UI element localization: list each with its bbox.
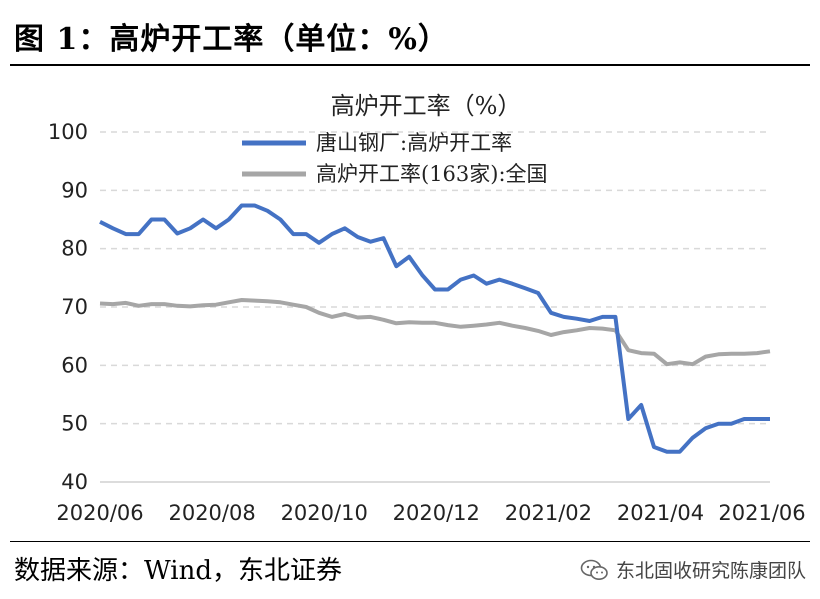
y-tick-label: 60: [61, 353, 88, 377]
chart-title: 高炉开工率（%）: [331, 92, 522, 120]
watermark-text: 东北固收研究陈康团队: [615, 560, 806, 582]
wechat-icon: [580, 559, 608, 580]
y-tick-label: 100: [48, 120, 88, 144]
x-tick-labels: 2020/06 2020/08 2020/10 2020/12 2021/02 2021/…: [56, 501, 805, 525]
legend-label-tangshan: 唐山钢厂:高炉开工率: [316, 131, 512, 155]
series-line-tangshan: [99, 203, 770, 454]
y-tick-labels: 40 50 60 70 80 90 100: [48, 120, 88, 494]
x-tick-label: 2020/12: [393, 501, 480, 525]
x-tick-label: 2020/08: [168, 501, 255, 525]
x-tick-label: 2020/10: [281, 501, 368, 525]
footer-rule: [10, 541, 810, 542]
source-note: 数据来源：Wind，东北证券: [14, 556, 342, 586]
y-tick-label: 70: [61, 295, 88, 319]
gridlines: [100, 131, 770, 483]
series-lines: [99, 203, 771, 454]
watermark: 东北固收研究陈康团队: [580, 556, 806, 583]
y-tick-label: 40: [61, 470, 88, 494]
y-tick-label: 80: [61, 237, 88, 261]
x-tick-label: 2021/02: [505, 501, 592, 525]
x-tick-label: 2021/06: [718, 501, 805, 525]
y-tick-label: 90: [61, 178, 88, 202]
title-rule: [10, 64, 810, 66]
y-tick-label: 50: [61, 412, 88, 436]
series-line-national: [99, 298, 771, 367]
legend: 唐山钢厂:高炉开工率 高炉开工率(163家):全国: [242, 131, 548, 186]
x-tick-label: 2021/04: [617, 501, 704, 525]
figure-title: 图 1：高炉开工率（单位：%）: [14, 22, 449, 57]
legend-label-national: 高炉开工率(163家):全国: [316, 162, 548, 186]
x-tick-label: 2020/06: [56, 501, 143, 525]
